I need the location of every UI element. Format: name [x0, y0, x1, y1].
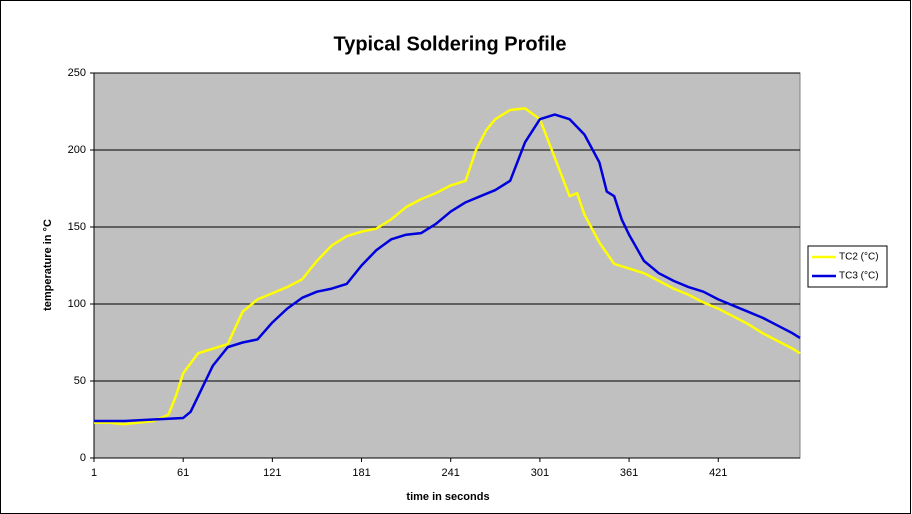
x-tick-label: 421: [709, 467, 727, 479]
x-tick-label: 181: [352, 467, 370, 479]
legend: [807, 245, 888, 288]
x-tick-label: 241: [442, 467, 460, 479]
x-tick-label: 301: [531, 467, 549, 479]
x-axis-label: time in seconds: [406, 491, 489, 503]
x-tick-label: 1: [91, 467, 97, 479]
y-tick-label: 100: [68, 298, 86, 310]
y-axis-label: temperature in °C: [42, 219, 54, 311]
series-line: [94, 107, 801, 426]
chart-title: Typical Soldering Profile: [333, 33, 566, 55]
y-tick-label: 250: [68, 67, 86, 79]
y-tick-label: 50: [74, 375, 86, 387]
y-tick-label: 200: [68, 144, 86, 156]
legend-label: TC2 (°C): [839, 252, 879, 263]
series-line: [94, 113, 801, 423]
y-tick-label: 0: [80, 452, 86, 464]
x-tick-label: 361: [620, 467, 638, 479]
x-tick-label: 61: [177, 467, 189, 479]
y-tick-label: 150: [68, 221, 86, 233]
legend-label: TC3 (°C): [839, 271, 879, 282]
plot-area: [93, 72, 801, 459]
x-tick-label: 121: [263, 467, 281, 479]
